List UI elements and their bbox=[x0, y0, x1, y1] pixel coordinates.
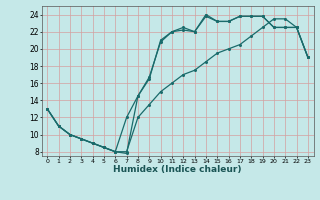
X-axis label: Humidex (Indice chaleur): Humidex (Indice chaleur) bbox=[113, 165, 242, 174]
